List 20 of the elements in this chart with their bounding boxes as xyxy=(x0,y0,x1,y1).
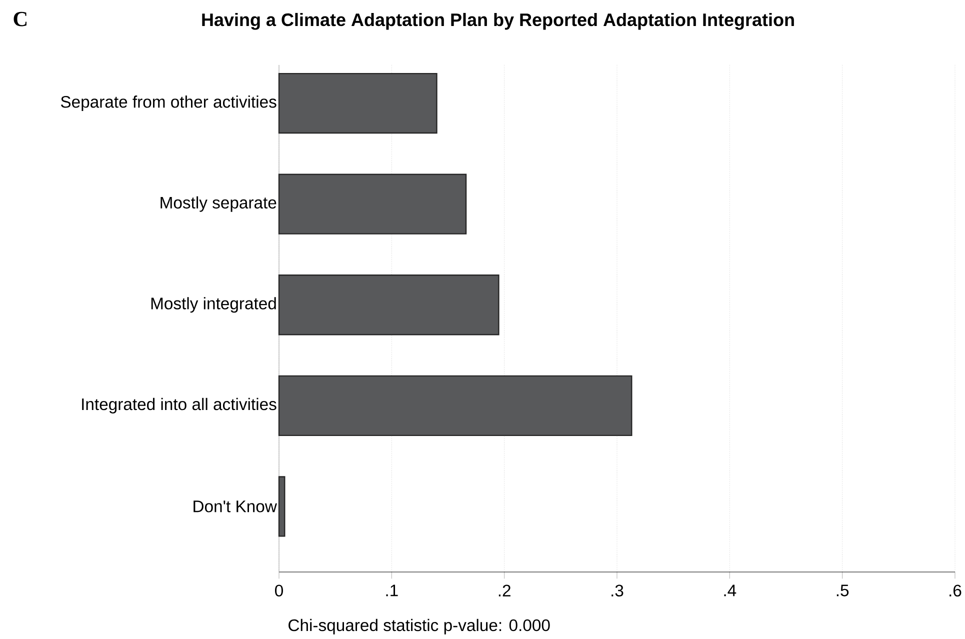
y-tick-label: Mostly separate xyxy=(160,196,276,212)
y-tick-label: Separate from other activities xyxy=(60,96,276,112)
y-tick-label: Don't Know xyxy=(194,500,277,512)
bar xyxy=(278,375,632,436)
bar xyxy=(278,274,500,336)
bar xyxy=(278,174,467,234)
bar xyxy=(278,72,438,134)
x-tick-label: .2 xyxy=(498,584,510,596)
x-tick-label: .3 xyxy=(612,584,624,597)
x-tick-label: .1 xyxy=(386,584,398,596)
x-tick-label: .4 xyxy=(724,584,736,596)
y-tick-label: Mostly integrated xyxy=(151,297,276,313)
x-tick-label: .5 xyxy=(836,584,849,596)
x-tick-label: 0 xyxy=(275,584,283,597)
x-tick-label: .6 xyxy=(950,584,962,597)
chart-title: Having a Climate Adaptation Plan by Reported Adaptation Integration xyxy=(202,12,794,30)
text: C xyxy=(14,12,26,26)
bar xyxy=(278,476,286,537)
text: Chi-squared statistic p-value: 0.000 xyxy=(288,618,550,634)
y-tick-label: Integrated into all activities xyxy=(82,398,276,414)
